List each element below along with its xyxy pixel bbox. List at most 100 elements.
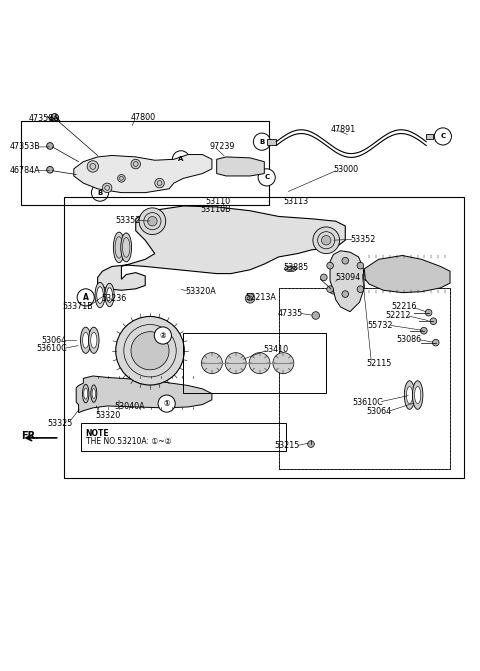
Circle shape [308,441,314,448]
Circle shape [425,309,432,316]
Ellipse shape [412,380,423,409]
Bar [81,423,286,451]
Circle shape [118,174,125,182]
Polygon shape [97,206,345,291]
Polygon shape [76,376,212,413]
Text: 52212: 52212 [385,311,411,320]
Circle shape [327,262,334,269]
Circle shape [420,327,427,334]
Polygon shape [364,256,450,293]
Text: B: B [259,139,264,145]
Text: 52213A: 52213A [245,293,276,302]
Circle shape [91,184,108,201]
Text: 53352: 53352 [350,235,375,244]
Text: NOTE: NOTE [86,429,109,437]
Ellipse shape [81,327,91,354]
Text: 53325: 53325 [48,419,73,428]
Text: 53064: 53064 [42,336,67,345]
Circle shape [47,166,53,173]
Circle shape [258,169,275,186]
Text: 53215: 53215 [275,442,300,450]
Circle shape [155,178,164,188]
Text: 53352: 53352 [115,216,141,225]
Ellipse shape [107,288,112,303]
Circle shape [434,128,452,145]
Bar [278,288,450,469]
Circle shape [154,327,171,344]
Text: 47353B: 47353B [10,142,40,152]
Text: A: A [178,156,184,162]
Text: 53610C: 53610C [36,344,67,354]
Circle shape [148,217,157,226]
Text: 53000: 53000 [334,165,359,174]
Text: THE NO.53210A: ①~②: THE NO.53210A: ①~② [86,437,171,446]
Ellipse shape [84,388,88,399]
Text: 53371B: 53371B [62,303,93,311]
Circle shape [87,161,98,172]
Polygon shape [74,154,212,193]
Text: 53320A: 53320A [186,287,216,296]
Ellipse shape [91,332,97,348]
Text: A: A [83,293,89,302]
Ellipse shape [92,389,96,399]
Ellipse shape [407,386,413,403]
Circle shape [342,258,348,264]
Text: ②: ② [160,331,166,340]
Circle shape [342,291,348,297]
Text: 53110B: 53110B [200,205,231,214]
Circle shape [47,143,53,149]
Circle shape [249,353,270,374]
Bar [183,333,326,393]
Circle shape [172,151,190,168]
Text: 53885: 53885 [283,264,309,272]
Ellipse shape [83,384,89,403]
Circle shape [102,183,112,193]
Text: C: C [440,134,445,140]
Circle shape [51,113,59,121]
Text: 97239: 97239 [210,142,235,151]
Circle shape [116,317,184,385]
Circle shape [245,294,255,303]
Text: B: B [97,190,103,196]
Ellipse shape [415,386,421,403]
Text: 53410: 53410 [264,346,288,354]
Text: 53040A: 53040A [114,403,145,411]
Text: 53113: 53113 [283,197,309,206]
Circle shape [322,236,331,245]
Text: 47358A: 47358A [29,114,60,123]
Circle shape [131,331,169,370]
Ellipse shape [105,283,114,307]
Text: 55732: 55732 [367,321,393,329]
Ellipse shape [113,232,125,262]
Text: C: C [264,174,269,180]
Text: 53086: 53086 [396,335,421,344]
Polygon shape [330,251,364,312]
Ellipse shape [285,266,297,272]
Text: 53610C: 53610C [353,398,384,407]
Text: 47891: 47891 [331,125,356,134]
Text: 53064: 53064 [367,407,392,416]
Ellipse shape [89,327,99,354]
Polygon shape [426,134,433,140]
Circle shape [158,395,175,412]
Ellipse shape [83,332,89,348]
Circle shape [327,286,334,293]
Polygon shape [216,157,264,176]
Polygon shape [267,139,276,144]
Ellipse shape [121,233,132,262]
Ellipse shape [404,380,415,409]
Bar [22,121,269,205]
Text: ①: ① [163,399,170,408]
Text: 47800: 47800 [131,113,156,122]
Circle shape [131,159,141,169]
Circle shape [273,353,294,374]
Circle shape [77,289,94,306]
Text: 53094: 53094 [336,273,361,282]
Circle shape [430,318,437,325]
Text: 46784A: 46784A [10,166,40,175]
Circle shape [312,312,320,319]
Circle shape [330,287,337,294]
Circle shape [321,274,327,280]
Circle shape [139,208,166,235]
Ellipse shape [91,385,97,403]
